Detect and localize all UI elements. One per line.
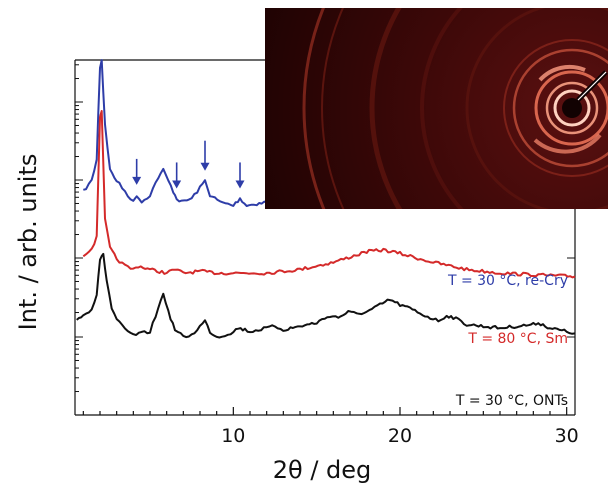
x-axis-label: 2θ / deg [273, 456, 372, 484]
diffraction-pattern-inset [265, 8, 608, 209]
y-axis-label: Int. / arb. units [14, 154, 42, 331]
series-line-onts [76, 252, 576, 339]
label-sm: T = 80 °C, Sm [467, 331, 568, 347]
label-re-cry: T = 30 °C, re-Cry [447, 273, 568, 289]
label-onts: T = 30 °C, ONTs [455, 393, 568, 409]
peak-arrow [200, 140, 210, 171]
y-log-ticks [75, 64, 575, 393]
x-tick-label-30: 30 [555, 425, 579, 447]
peak-arrow [132, 158, 142, 185]
peak-arrows [132, 140, 245, 189]
x-tick-label-20: 20 [388, 425, 412, 447]
peak-arrow [235, 162, 245, 189]
x-ticks [82, 407, 568, 415]
series-line-sm [82, 110, 576, 279]
x-tick-label-10: 10 [221, 425, 245, 447]
peak-arrow [172, 162, 182, 189]
